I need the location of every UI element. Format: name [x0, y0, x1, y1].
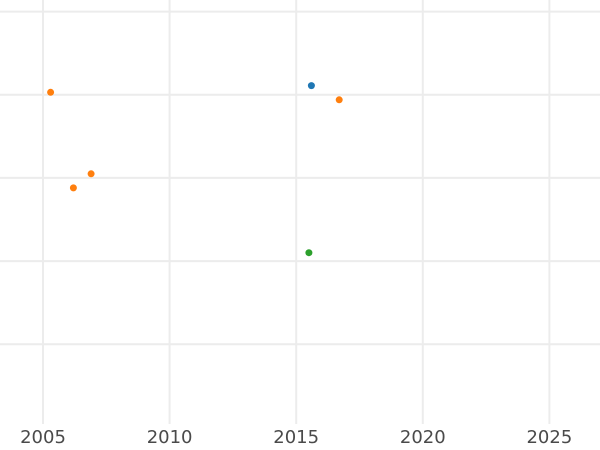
x-tick-label: 2015	[273, 427, 319, 448]
data-point-orange	[335, 96, 343, 104]
x-tick-label: 2005	[20, 427, 66, 448]
data-point-green	[305, 249, 313, 257]
data-point-blue	[307, 82, 315, 90]
data-point-orange	[47, 88, 55, 96]
data-point-orange	[87, 170, 95, 178]
x-tick-label: 2025	[526, 427, 572, 448]
x-tick-label: 2010	[147, 427, 193, 448]
x-tick-label: 2020	[400, 427, 446, 448]
data-point-orange	[69, 184, 77, 192]
